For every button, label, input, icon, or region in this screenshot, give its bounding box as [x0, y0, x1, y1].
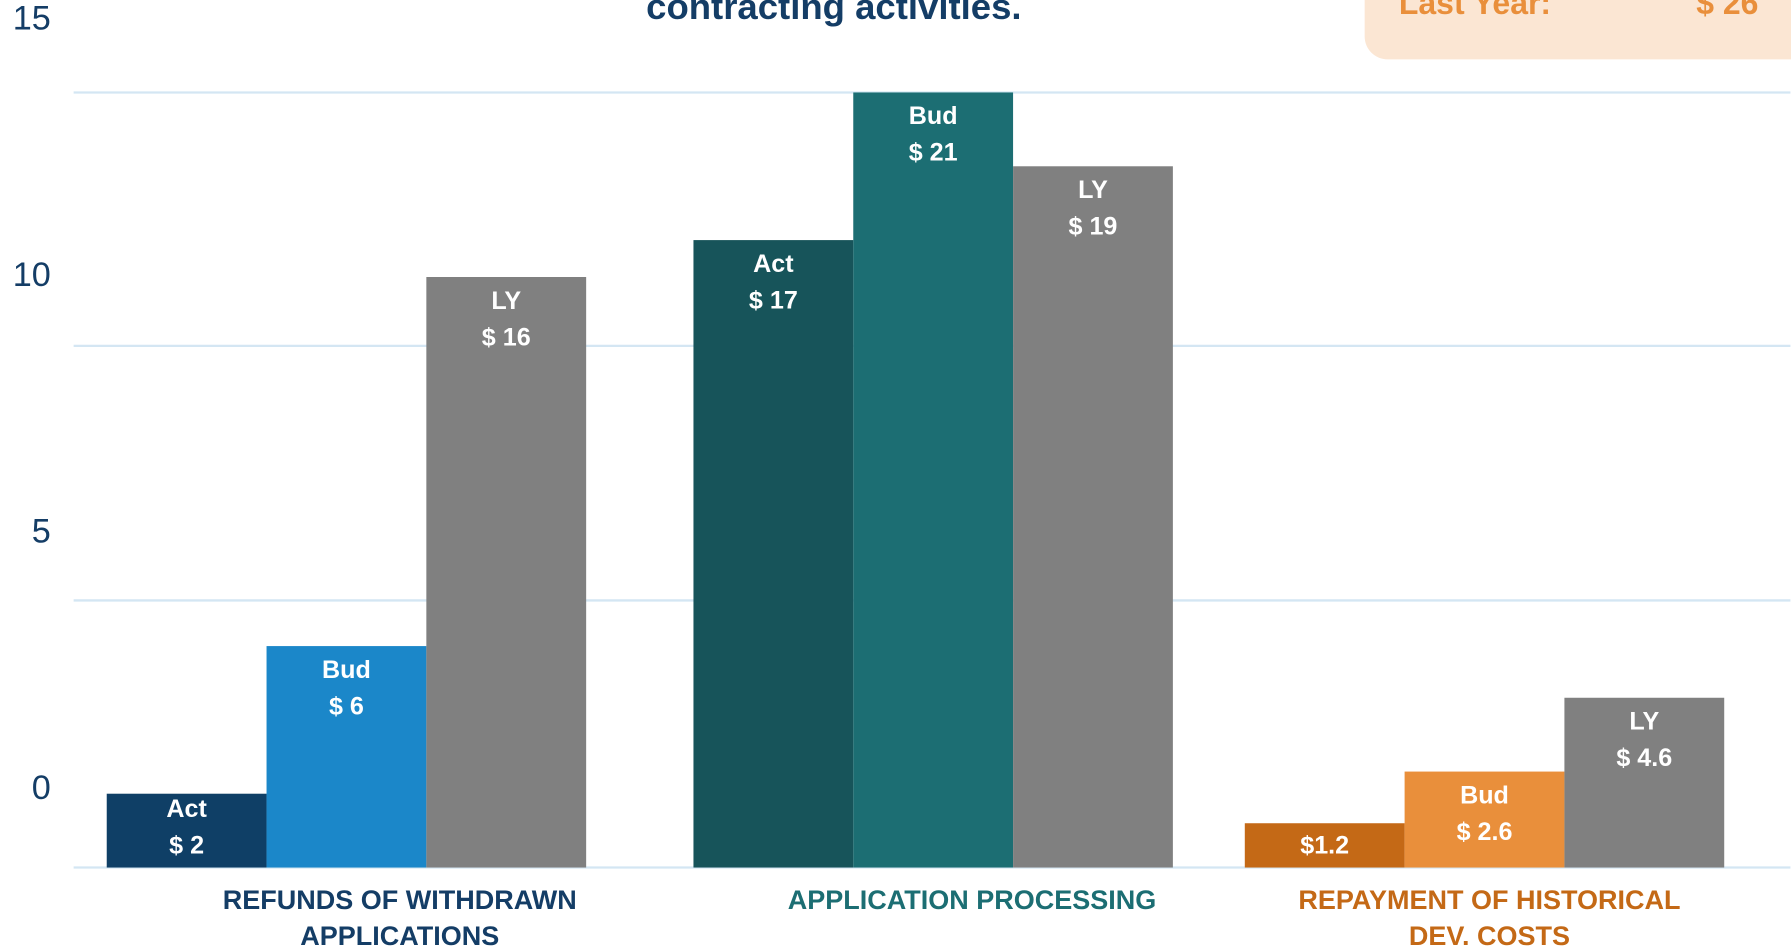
bar-value-label: $ 2.6: [1457, 818, 1513, 846]
bar-series-label: LY: [1078, 176, 1108, 204]
bar: [426, 277, 587, 868]
y-tick-label: 0: [32, 769, 51, 807]
bar-series-label: Bud: [909, 102, 958, 130]
bar-value-label: $ 19: [1069, 213, 1118, 241]
bar-series-label: LY: [1629, 708, 1659, 736]
bar: [1013, 166, 1173, 868]
y-tick-label: 15: [13, 0, 51, 38]
bar-value-label: $ 16: [482, 323, 531, 351]
x-tick-label: REFUNDS OF WITHDRAWN APPLICATIONS: [222, 885, 577, 951]
bar-value-label: $ 2: [169, 832, 204, 860]
bar-value-label: $ 4.6: [1616, 744, 1672, 772]
bar-series-label: Bud: [1460, 781, 1509, 809]
bar-value-label: $ 21: [909, 139, 958, 167]
bar: [1244, 823, 1405, 868]
bar-series-label: LY: [491, 287, 521, 315]
bar-value-label: $ 6: [329, 692, 364, 720]
y-tick-label: 5: [32, 513, 51, 551]
x-tick-label: REPAYMENT OF HISTORICAL DEV. COSTS: [1298, 885, 1681, 951]
chart-title: contracting activities.: [646, 0, 1021, 27]
bar-series-label: Act: [166, 795, 207, 823]
x-tick-label: APPLICATION PROCESSING: [787, 885, 1157, 915]
bar: [266, 646, 427, 868]
summary-label: Last Year:: [1399, 0, 1551, 21]
y-tick-label: 10: [13, 256, 51, 294]
summary-box: [1364, 0, 1791, 60]
bar: [106, 793, 267, 868]
bar-value-label: $1.2: [1300, 832, 1349, 860]
bar: [1564, 697, 1725, 868]
bar: [693, 240, 854, 868]
bar: [853, 92, 1014, 868]
summary-value: $ 26: [1696, 0, 1758, 21]
bar: [1404, 771, 1565, 868]
bar-value-label: $ 17: [749, 286, 798, 314]
bar-series-label: Act: [753, 250, 794, 278]
bar-series-label: Act: [1304, 795, 1345, 823]
bar-series-label: Bud: [322, 656, 371, 684]
